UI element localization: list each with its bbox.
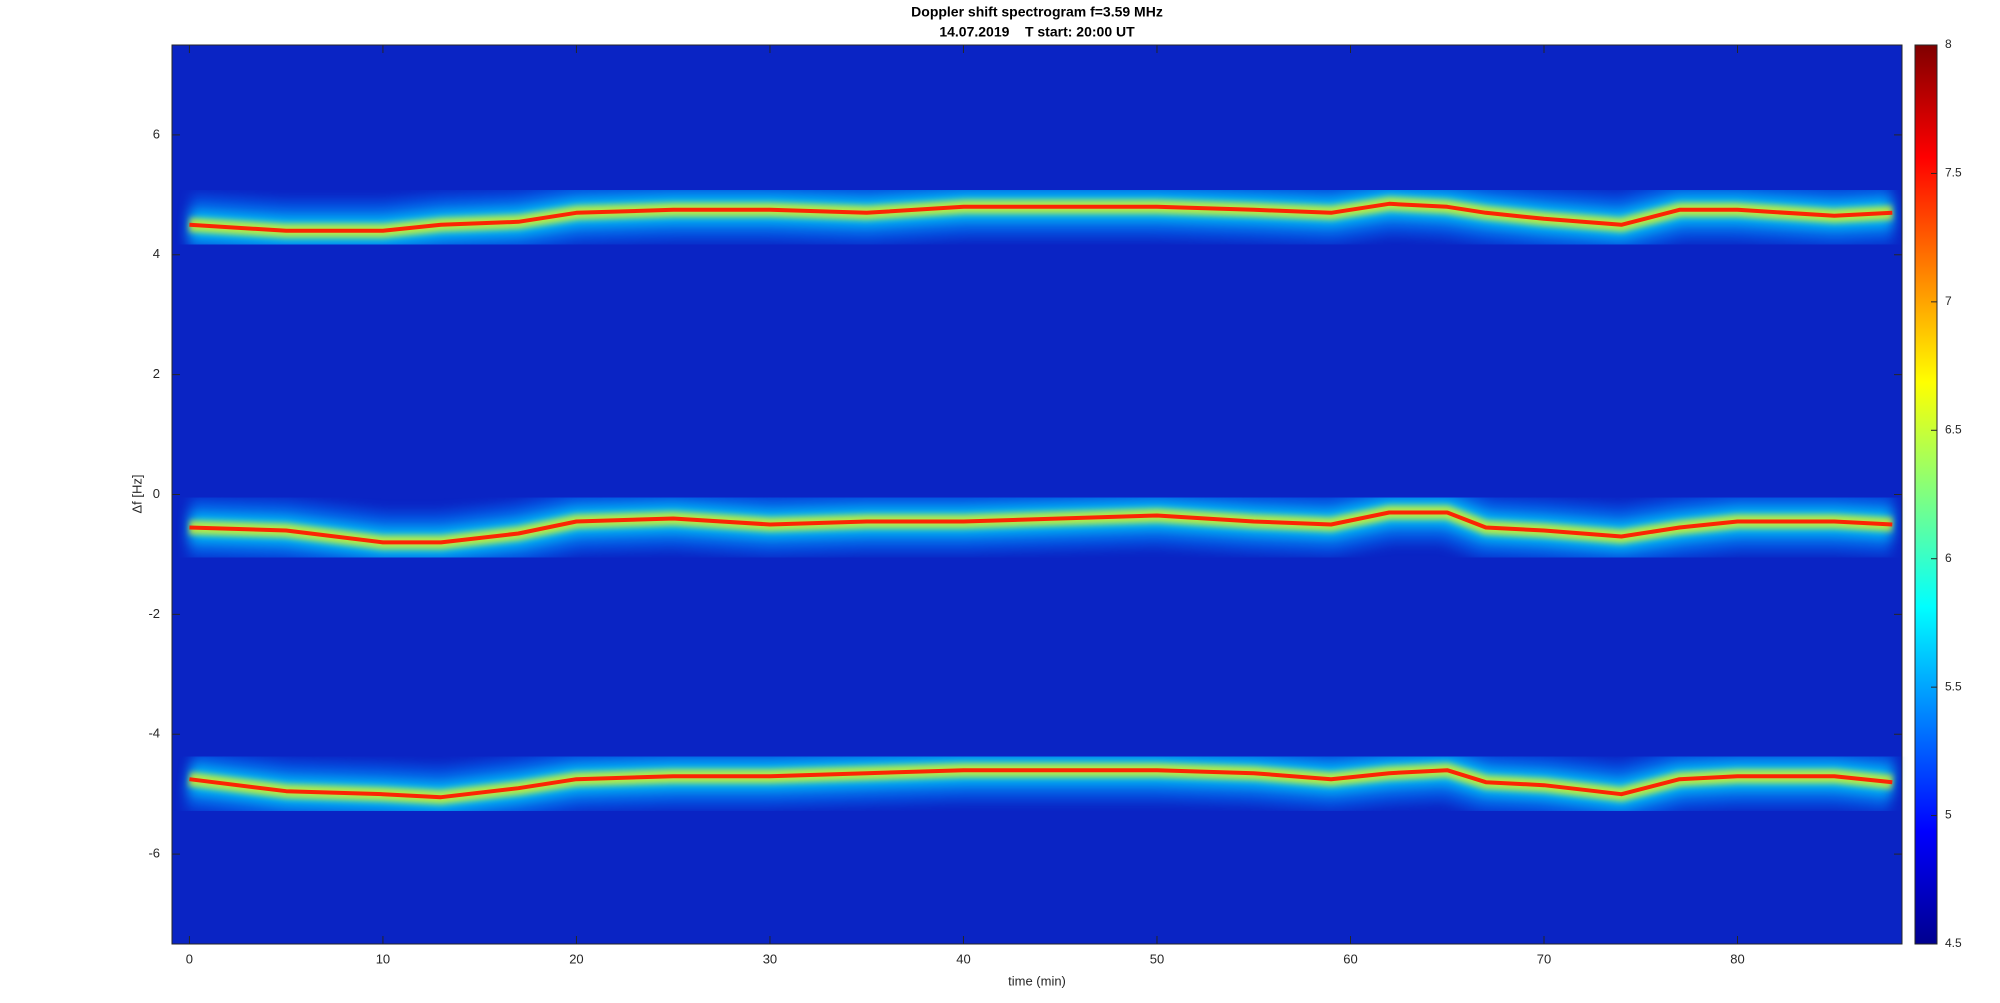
x-tick-label: 70 <box>1537 951 1551 966</box>
x-tick-label: 20 <box>569 951 583 966</box>
x-tick-label: 10 <box>376 951 390 966</box>
colorbar-tick-label: 6.5 <box>1945 422 1962 436</box>
y-axis-label: Δf [Hz] <box>129 474 144 513</box>
x-axis-label: time (min) <box>1008 973 1066 988</box>
ridge-line <box>189 510 1893 545</box>
x-tick-label: 50 <box>1150 951 1164 966</box>
colorbar-tick-label: 6 <box>1945 551 1952 565</box>
colorbar-tick-label: 5.5 <box>1945 679 1962 693</box>
y-tick-label: 2 <box>153 366 160 381</box>
colorbar-tick-label: 8 <box>1945 37 1952 51</box>
y-tick-label: -4 <box>148 726 160 741</box>
colorbar-tick-label: 7.5 <box>1945 166 1962 180</box>
colorbar <box>1914 44 1938 945</box>
x-tick-label: 40 <box>956 951 970 966</box>
x-tick-label: 0 <box>186 951 193 966</box>
x-tick-label: 60 <box>1343 951 1357 966</box>
ridge-line <box>189 201 1893 233</box>
chart-subtitle: 14.07.2019 T start: 20:00 UT <box>939 24 1135 40</box>
x-tick-label: 80 <box>1730 951 1744 966</box>
y-tick-label: -2 <box>148 606 160 621</box>
ridge-line <box>189 768 1893 800</box>
colorbar-tick-label: 5 <box>1945 808 1952 822</box>
y-tick-label: 0 <box>153 486 160 501</box>
y-tick-label: 4 <box>153 246 160 261</box>
y-tick-label: 6 <box>153 126 160 141</box>
chart-title: Doppler shift spectrogram f=3.59 MHz <box>911 4 1163 20</box>
x-tick-label: 30 <box>763 951 777 966</box>
y-tick-label: -6 <box>148 846 160 861</box>
colorbar-tick-label: 4.5 <box>1945 936 1962 950</box>
colorbar-tick-label: 7 <box>1945 294 1952 308</box>
